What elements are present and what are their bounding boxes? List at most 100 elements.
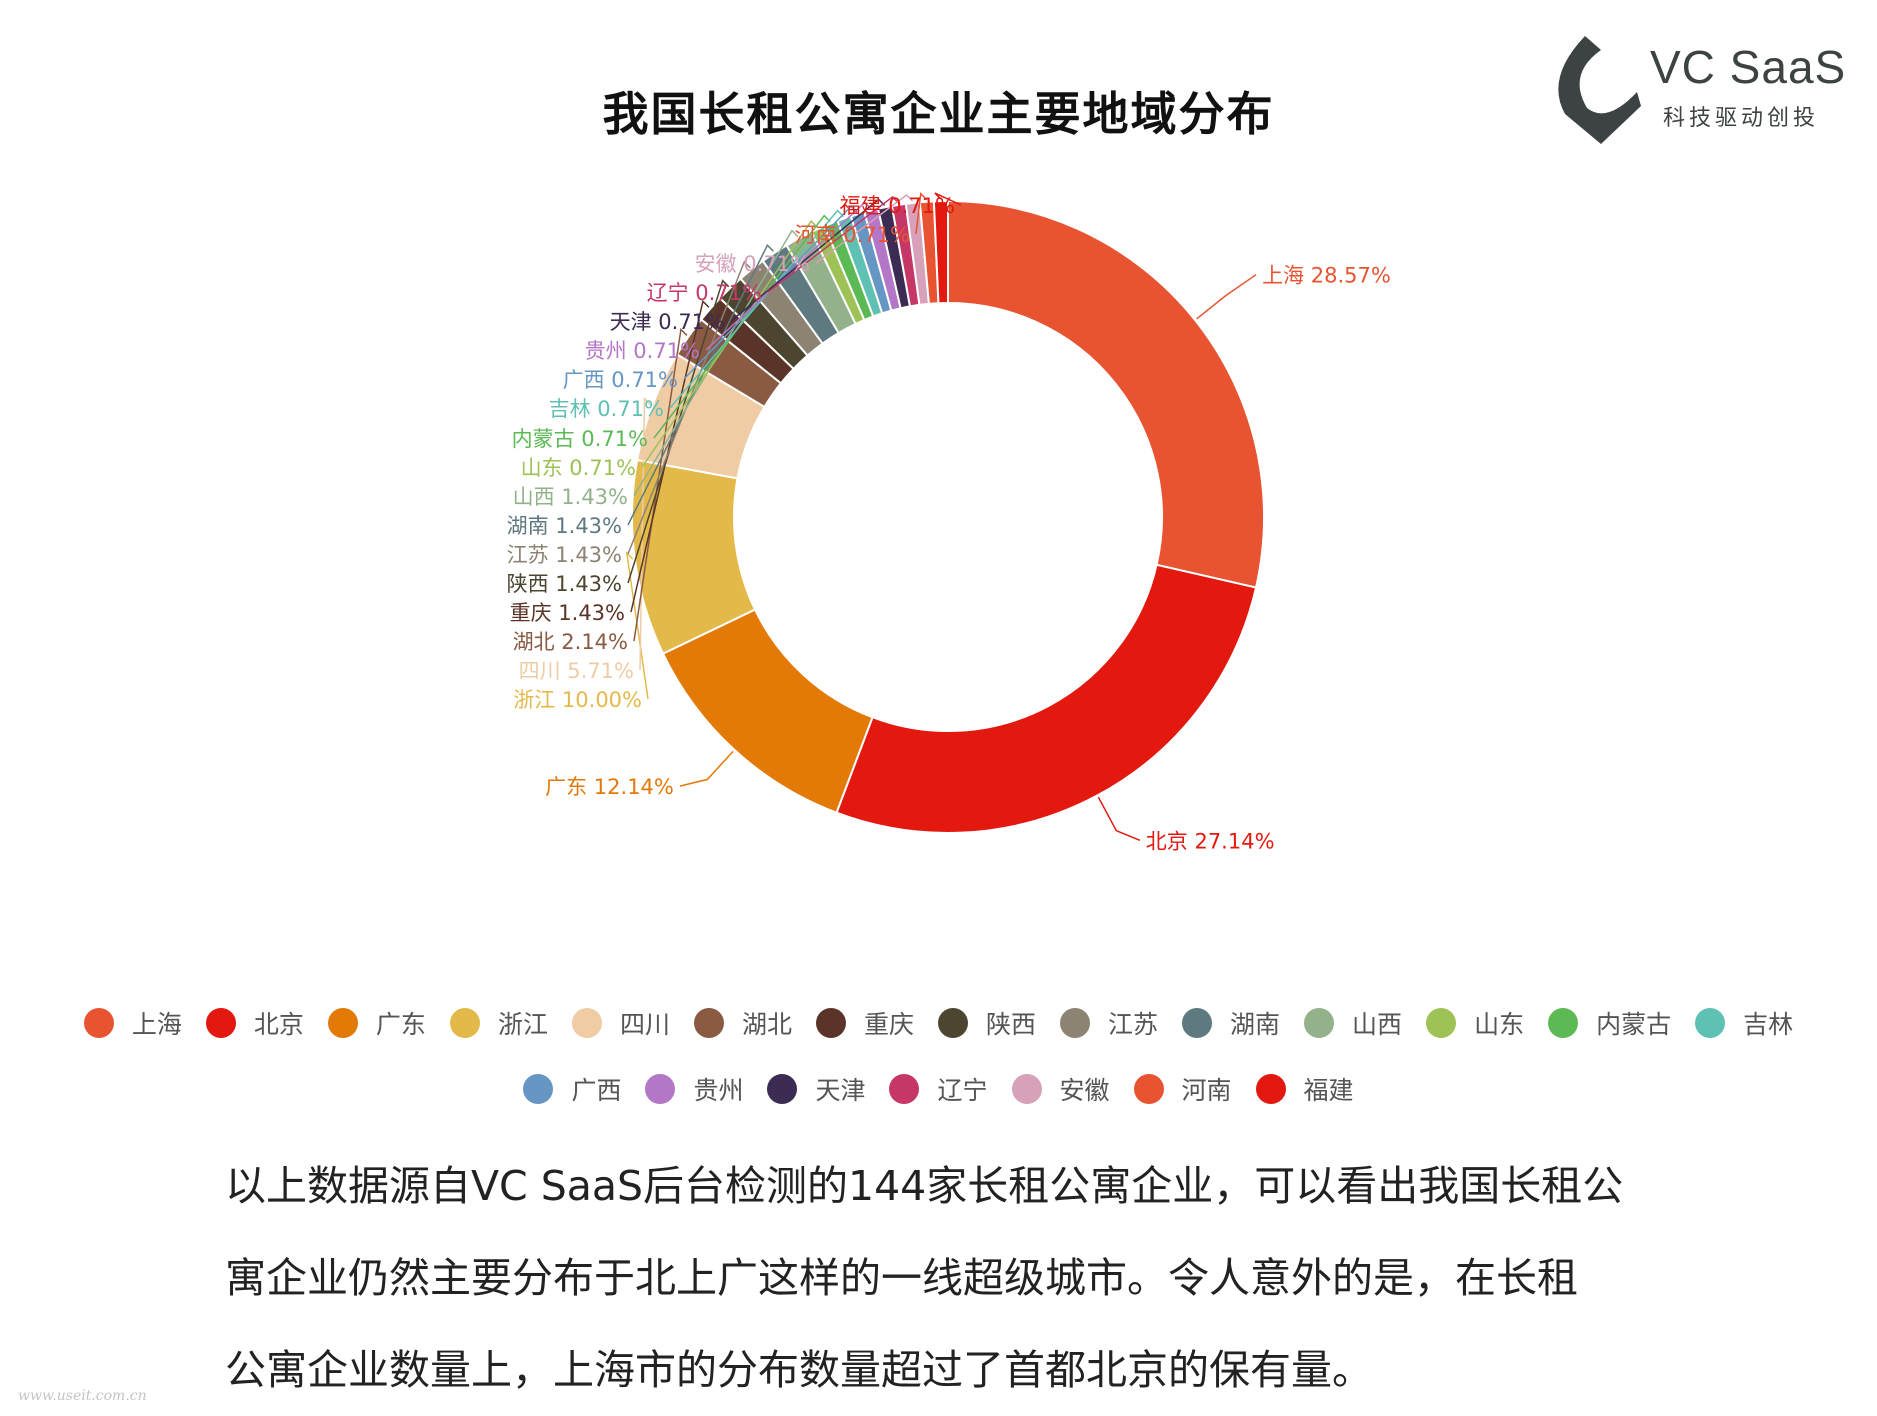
legend-swatch (1255, 1074, 1286, 1104)
slice-label: 河南 0.71% (795, 223, 910, 247)
legend-swatch (889, 1074, 920, 1104)
legend-label: 吉林 (1743, 1010, 1794, 1039)
legend-swatch (938, 1008, 968, 1038)
legend-swatch (1426, 1008, 1457, 1038)
slice-label: 山东 0.71% (521, 456, 636, 480)
legend-label: 内蒙古 (1596, 1010, 1672, 1039)
legend-item[interactable]: 江苏 (1060, 1005, 1158, 1041)
legend-item[interactable]: 辽宁 (889, 1071, 988, 1107)
slice-labels: 上海 28.57% 北京 27.14% 广东 12.14% 浙江 10.00% 四川 5… (507, 194, 1391, 853)
legend-swatch (1060, 1008, 1091, 1038)
legend-item[interactable]: 四川 (571, 1005, 670, 1041)
slice-label: 北京 27.14% (1146, 829, 1275, 853)
legend-label: 福建 (1303, 1076, 1354, 1105)
legend-label: 贵州 (693, 1076, 744, 1105)
legend-item[interactable]: 山西 (1304, 1005, 1402, 1041)
legend-label: 辽宁 (937, 1076, 988, 1105)
slice-1 (835, 563, 1258, 834)
leader-line (627, 260, 751, 555)
leader-line (1196, 274, 1257, 320)
legend-swatch (327, 1008, 358, 1038)
legend-item[interactable]: 福建 (1255, 1071, 1354, 1107)
legend-item[interactable]: 上海 (83, 1005, 182, 1041)
slice-label: 湖南 1.43% (507, 514, 622, 538)
watermark: www.useit.com.cn (18, 1388, 147, 1404)
legend-item[interactable]: 天津 (767, 1071, 865, 1107)
legend-swatch (83, 1008, 114, 1038)
legend-swatch (571, 1008, 602, 1038)
legend-item[interactable]: 内蒙古 (1548, 1005, 1671, 1041)
leader-line (627, 243, 774, 526)
caption-line: 以上数据源自VC SaaS后台检测的144家长租公寓企业，可以看出我国长租公 (225, 1162, 1624, 1210)
leader-line (815, 193, 914, 264)
legend-swatch (1133, 1074, 1164, 1104)
legend-label: 湖北 (741, 1010, 792, 1039)
slice-label: 贵州 0.71% (585, 339, 700, 363)
legend-item[interactable]: 湖南 (1182, 1005, 1280, 1041)
legend-swatch (815, 1008, 846, 1038)
leader-line (669, 209, 845, 409)
legend-item[interactable]: 广西 (523, 1071, 621, 1107)
legend-swatch (767, 1074, 798, 1104)
leader-line (934, 192, 962, 206)
legend-label: 四川 (619, 1010, 670, 1039)
leader-line (630, 299, 710, 613)
legend-item[interactable]: 北京 (205, 1005, 304, 1041)
slice-20 (932, 199, 949, 305)
slice-label: 内蒙古 0.71% (512, 427, 648, 451)
slice-label: 上海 28.57% (1262, 264, 1391, 288)
slice-label: 湖北 2.14% (513, 630, 628, 654)
leader-line (915, 192, 928, 235)
legend-label: 陕西 (986, 1010, 1037, 1039)
leader-line (639, 396, 652, 671)
legend-label: 上海 (131, 1010, 182, 1039)
slice-0 (947, 199, 1265, 589)
slice-label: 陕西 1.43% (507, 572, 622, 596)
logo-name: VC SaaS (1650, 41, 1847, 93)
slice-label: 吉林 0.71% (549, 397, 664, 421)
legend-swatch (1304, 1008, 1335, 1038)
legend-swatch (1011, 1074, 1042, 1104)
legend-item[interactable]: 重庆 (815, 1005, 914, 1041)
leader-line (767, 195, 900, 293)
slice-label: 天津 0.71% (610, 310, 725, 334)
slice-label: 福建 0.71% (840, 194, 955, 218)
legend-swatch (693, 1008, 724, 1038)
legend-swatch (205, 1008, 236, 1038)
legend-item[interactable]: 山东 (1426, 1005, 1524, 1041)
legend-item[interactable]: 湖北 (693, 1005, 792, 1041)
legend-label: 湖南 (1230, 1010, 1281, 1039)
legend-label: 天津 (815, 1076, 866, 1105)
legend-item[interactable]: 浙江 (449, 1005, 548, 1041)
legend-item[interactable]: 河南 (1133, 1071, 1232, 1107)
vc-saas-logo-mark-icon (1558, 36, 1641, 144)
legend-label: 浙江 (497, 1010, 548, 1039)
label-leader-lines (625, 192, 1257, 842)
legend-item[interactable]: 贵州 (645, 1071, 743, 1107)
legend-swatch (523, 1074, 554, 1104)
leader-line (1097, 796, 1141, 842)
legend-swatch (1695, 1008, 1726, 1038)
legend-swatch (645, 1074, 676, 1104)
legend-item[interactable]: 安徽 (1011, 1071, 1110, 1107)
legend-swatch (449, 1008, 480, 1038)
legend-item[interactable]: 吉林 (1695, 1005, 1793, 1041)
logo-mark-shape (1558, 36, 1641, 144)
legend-label: 北京 (253, 1010, 304, 1039)
logo-tagline: 科技驱动创投 (1663, 106, 1820, 131)
slice-label: 广东 12.14% (545, 775, 674, 799)
donut-chart: 上海 28.57% 北京 27.14% 广东 12.14% 浙江 10.00% 四川 5… (507, 192, 1391, 853)
legend-item[interactable]: 广东 (327, 1005, 426, 1041)
legend-item[interactable]: 陕西 (938, 1005, 1036, 1041)
legend-label: 广东 (375, 1010, 426, 1039)
slice-label: 四川 5.71% (519, 659, 634, 683)
vc-saas-logo: VC SaaS 科技驱动创投 (1545, 28, 1845, 148)
slice-label: 安徽 0.71% (695, 252, 810, 276)
caption-text: 以上数据源自VC SaaS后台检测的144家长租公寓企业，可以看出我国长租公 寓… (225, 1140, 1725, 1416)
leader-line (653, 214, 831, 439)
slice-label: 重庆 1.43% (510, 601, 625, 625)
leader-line (683, 205, 858, 380)
leader-line (641, 219, 818, 468)
leader-line (627, 279, 730, 584)
slice-label: 江苏 1.43% (507, 543, 622, 567)
